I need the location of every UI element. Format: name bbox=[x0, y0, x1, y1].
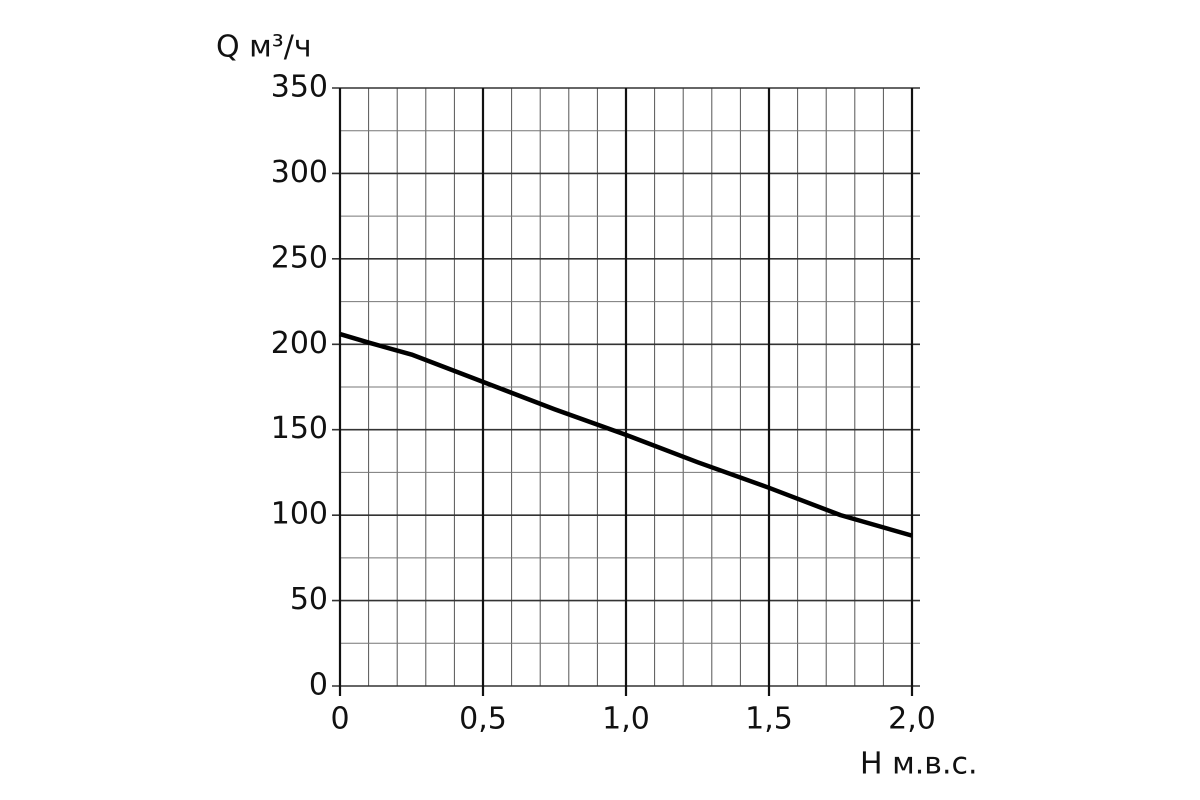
data-line bbox=[339, 331, 913, 538]
x-tick-label: 1,5 bbox=[745, 702, 793, 737]
y-tick-label: 50 bbox=[290, 582, 328, 617]
y-tick-label: 150 bbox=[271, 411, 328, 446]
x-tick-label: 1,0 bbox=[602, 702, 650, 737]
y-tick-label: 0 bbox=[309, 668, 328, 703]
y-tick-label: 350 bbox=[271, 70, 328, 105]
y-tick-label: 200 bbox=[271, 326, 328, 361]
x-axis-label: H м.в.с. bbox=[860, 747, 978, 782]
y-tick-label: 100 bbox=[271, 497, 328, 532]
x-tick-label: 0,5 bbox=[459, 702, 507, 737]
y-tick-label: 300 bbox=[271, 155, 328, 190]
y-axis-label: Q м³/ч bbox=[216, 30, 312, 65]
x-tick-label: 0 bbox=[330, 702, 349, 737]
x-tick-label: 2,0 bbox=[888, 702, 936, 737]
y-tick-label: 250 bbox=[271, 240, 328, 275]
